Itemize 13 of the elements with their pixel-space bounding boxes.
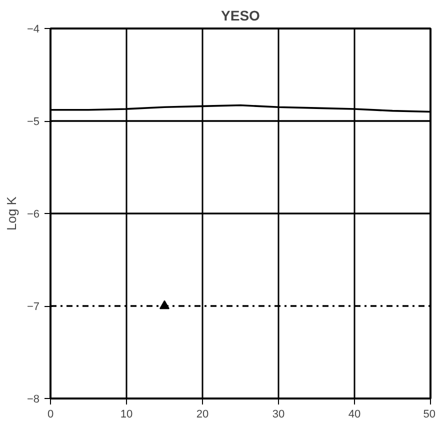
x-tick-label: 0	[47, 408, 54, 420]
chart-title: YESO	[221, 8, 260, 24]
x-tick-label: 10	[120, 408, 133, 420]
x-tick-label: 50	[423, 408, 436, 420]
y-tick-label: −5	[26, 116, 40, 128]
y-axis-title: Log K	[4, 196, 19, 230]
y-tick-label: −6	[26, 208, 40, 220]
y-tick-label: −8	[26, 394, 40, 406]
y-tick-label: −7	[26, 301, 40, 313]
y-tick-label: −4	[26, 24, 40, 36]
x-tick-label: 30	[272, 408, 285, 420]
x-tick-label: 40	[348, 408, 361, 420]
x-tick-label: 20	[196, 408, 209, 420]
